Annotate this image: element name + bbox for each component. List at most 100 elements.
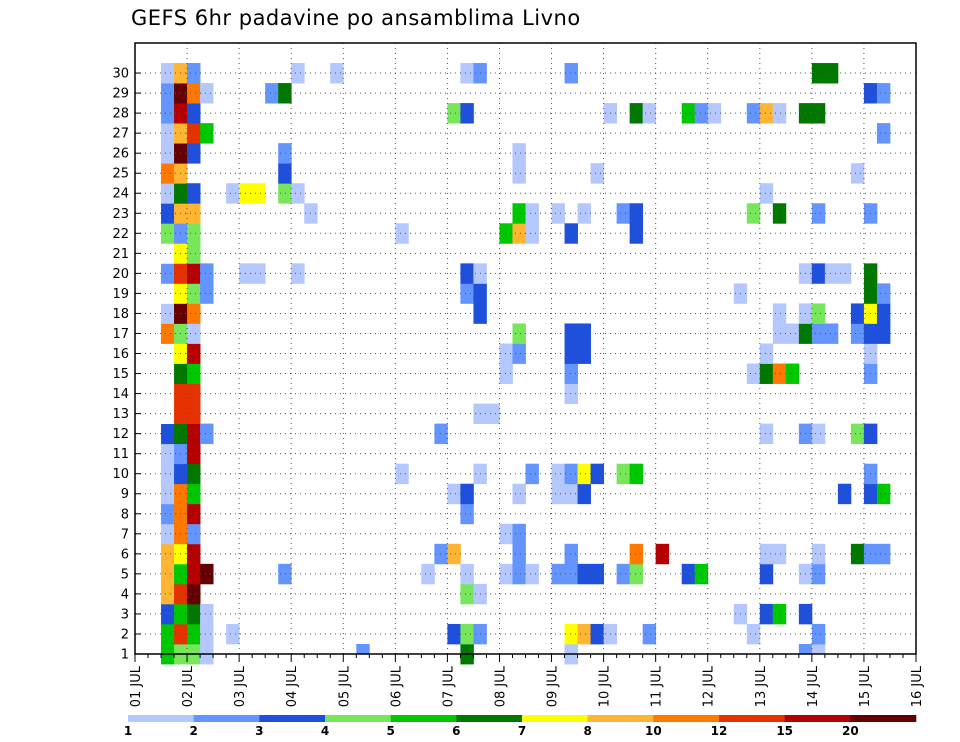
cell-t30-m22	[525, 223, 539, 244]
y-tick-label-20: 20	[112, 267, 129, 282]
cell-t4-m5	[187, 563, 201, 585]
x-tick-label-4: 05 JUL	[337, 665, 352, 707]
cell-t4-m11	[187, 443, 201, 465]
y-tick-label-6: 6	[121, 547, 129, 562]
cell-t29-m25	[512, 163, 526, 184]
cell-t5-m2	[200, 623, 214, 645]
chart-title: GEFS 6hr padavine po ansamblima Livno	[131, 6, 581, 30]
cell-t2-m9	[161, 483, 175, 505]
cell-t49-m6	[772, 543, 787, 565]
cell-t12-m20	[291, 263, 305, 284]
cell-t4-m21	[187, 243, 201, 264]
cell-t2-m18	[161, 303, 175, 324]
cell-t39-m2	[642, 623, 657, 645]
cell-t29-m17	[512, 323, 526, 344]
cell-t37-m10	[616, 463, 631, 485]
cell-t34-m16	[577, 343, 591, 364]
cell-t48-m28	[759, 103, 774, 124]
cell-t34-m23	[577, 203, 591, 224]
cell-t4-m10	[187, 463, 201, 485]
cell-t4-m2	[187, 623, 201, 645]
cell-t2-m20	[161, 263, 175, 284]
colorbar: 1 2 3 4 5 6 7 8 10 12 15 20	[124, 715, 917, 738]
cell-t49-m15	[772, 363, 787, 384]
cell-t28-m16	[499, 343, 513, 364]
y-tick-label-10: 10	[112, 467, 129, 482]
cell-t48-m3	[759, 603, 774, 625]
cell-t32-m9	[551, 483, 565, 505]
y-tick-label-19: 19	[112, 287, 129, 302]
cell-t23-m12	[434, 423, 448, 445]
cell-t43-m28	[694, 103, 709, 124]
cell-t43-m5	[694, 563, 709, 585]
colorbar-swatch-0	[128, 715, 194, 722]
cell-t4-m14	[187, 383, 201, 404]
cell-t2-m22	[161, 223, 175, 244]
cell-t55-m6	[850, 543, 865, 565]
cell-t52-m20	[811, 263, 826, 284]
colorbar-label-3: 4	[321, 724, 329, 738]
colorbar-label-1: 2	[189, 724, 197, 738]
x-tick-label-3: 04 JUL	[285, 665, 300, 707]
y-axis: 1234567891011121314151617181920212223242…	[112, 67, 141, 663]
y-tick-label-29: 29	[112, 87, 129, 102]
colorbar-label-4: 5	[386, 724, 394, 738]
cell-t34-m10	[577, 463, 591, 485]
cell-t5-m5	[200, 563, 214, 585]
cell-t2-m17	[161, 323, 175, 344]
cell-t4-m18	[187, 303, 201, 324]
cell-t29-m9	[512, 483, 526, 505]
cell-t9-m24	[252, 183, 266, 204]
cell-t38-m23	[629, 203, 644, 224]
cell-t11-m24	[278, 183, 292, 204]
cell-t44-m28	[707, 103, 722, 124]
cell-t52-m18	[811, 303, 826, 324]
cell-t29-m5	[512, 563, 526, 585]
cell-t53-m17	[824, 323, 839, 344]
colorbar-swatch-10	[784, 715, 851, 722]
cell-t30-m5	[525, 563, 539, 585]
cell-t25-m30	[460, 63, 474, 84]
cell-t52-m28	[811, 103, 826, 124]
cell-t57-m27	[876, 123, 891, 144]
y-tick-label-18: 18	[112, 307, 129, 322]
y-tick-label-17: 17	[112, 327, 129, 342]
cell-t48-m24	[759, 183, 774, 204]
x-tick-label-6: 07 JUL	[441, 665, 456, 707]
cell-t54-m20	[837, 263, 852, 284]
cell-t11-m26	[278, 143, 292, 164]
cell-t57-m19	[876, 283, 891, 304]
cell-t49-m17	[772, 323, 787, 344]
y-tick-label-14: 14	[112, 387, 129, 402]
cell-t57-m18	[876, 303, 891, 324]
cell-t42-m28	[681, 103, 696, 124]
cell-t2-m5	[161, 563, 175, 585]
cell-t12-m24	[291, 183, 305, 204]
colorbar-label-9: 12	[711, 724, 728, 738]
cell-t48-m16	[759, 343, 774, 364]
y-tick-label-3: 3	[121, 607, 129, 622]
cell-t34-m9	[577, 483, 591, 505]
cell-t4-m24	[187, 183, 201, 204]
cell-t4-m6	[187, 543, 201, 565]
cell-t11-m5	[278, 563, 292, 585]
y-tick-label-9: 9	[121, 487, 129, 502]
cell-t25-m20	[460, 263, 474, 284]
cell-t33-m30	[564, 63, 578, 84]
cell-t4-m16	[187, 343, 201, 364]
cell-t24-m2	[447, 623, 461, 645]
cell-t5-m3	[200, 603, 214, 625]
cell-t33-m5	[564, 563, 578, 585]
cell-t34-m17	[577, 323, 591, 344]
colorbar-swatch-5	[456, 715, 523, 722]
cell-t28-m7	[499, 523, 513, 545]
cell-t27-m13	[486, 403, 500, 425]
cell-t20-m10	[395, 463, 409, 485]
cell-t2-m16	[161, 343, 175, 364]
cell-t28-m15	[499, 363, 513, 384]
cell-t5-m27	[200, 123, 214, 144]
x-axis: 01 JUL 02 JUL 03 JUL 04 JUL 05 JUL 06 JUL 07 J…	[129, 654, 925, 707]
cell-t2-m19	[161, 283, 175, 304]
x-tick-label-9: 10 JUL	[598, 665, 613, 707]
y-tick-label-7: 7	[121, 527, 129, 542]
